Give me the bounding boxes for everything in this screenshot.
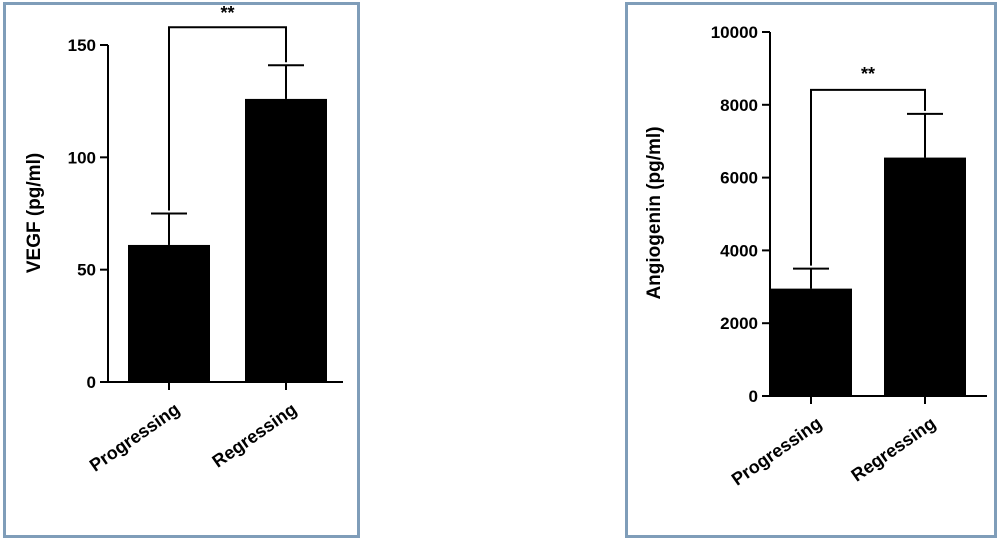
significance-bracket: [168, 26, 287, 211]
y-tick-label: 2000: [720, 314, 758, 333]
chart-vegf: 0 50 100 150 VEGF (pg/ml) Progressing Regressi…: [24, 3, 343, 476]
y-tick-label: 100: [68, 148, 96, 167]
y-tick-label: 4000: [720, 241, 758, 260]
y-tick-label: 150: [68, 36, 96, 55]
chart-angiogenin: 0 2000 4000 6000 8000 10000 Angiogenin (pg/ml)…: [644, 23, 987, 490]
y-axis-title: VEGF (pg/ml): [24, 153, 45, 273]
y-tick-label: 8000: [720, 96, 758, 115]
y-tick-label: 0: [87, 373, 96, 392]
x-tick-label-progressing: Progressing: [86, 399, 184, 476]
x-tick-label-regressing: Regressing: [209, 399, 301, 472]
bar-progressing: [770, 288, 852, 396]
significance-label: **: [861, 64, 875, 84]
y-tick-label: 10000: [711, 23, 758, 42]
y-tick-label: 6000: [720, 169, 758, 188]
significance-bracket: [810, 88, 926, 266]
bar-progressing: [128, 244, 210, 382]
bar-regressing: [884, 157, 966, 396]
bar-regressing: [245, 98, 327, 383]
y-axis-title: Angiogenin (pg/ml): [644, 126, 665, 299]
y-tick-label: 50: [77, 261, 96, 280]
y-tick-label: 0: [749, 387, 758, 406]
x-tick-label-regressing: Regressing: [848, 413, 940, 486]
significance-label: **: [220, 3, 234, 23]
x-tick-label-progressing: Progressing: [728, 413, 826, 490]
